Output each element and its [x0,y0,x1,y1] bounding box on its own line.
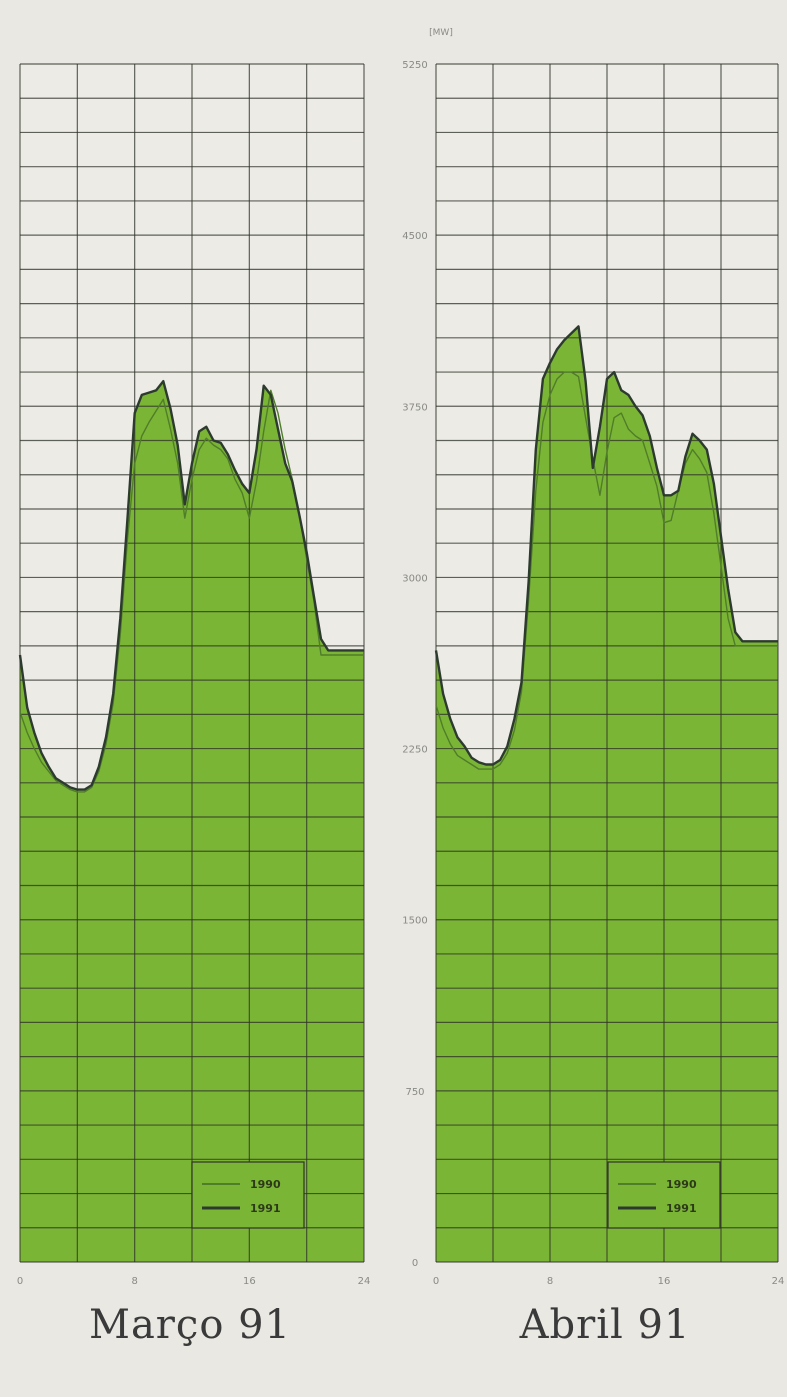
legend-label-1991: 1991 [666,1202,697,1215]
x-tick-label: 16 [243,1276,256,1287]
x-tick-label: 24 [772,1276,785,1287]
y-tick-label: 1500 [402,916,427,927]
y-axis-unit-label: [MW] [429,28,453,38]
y-tick-label: 3000 [402,573,427,584]
y-tick-label: 0 [412,1258,418,1269]
legend-box [191,1161,305,1229]
chart-title-marco: Março 91 [88,1302,292,1348]
series-line-1990 [435,371,778,770]
y-axis: 0 750 1500 2250 3000 3750 4500 5250 [402,60,427,1269]
y-tick-label: 750 [405,1087,424,1098]
chart-panel-abril: 1990 1991 0 8 16 24 [433,63,785,1287]
legend-box [607,1161,721,1229]
chart-panel-marco: 1990 1991 0 8 16 24 [17,63,371,1287]
series-line-1991 [18,380,364,791]
legend-label-1990: 1990 [666,1178,697,1191]
x-tick-label: 24 [358,1276,371,1287]
y-tick-label: 4500 [402,231,427,242]
x-tick-label: 8 [547,1276,553,1287]
series-line-1991 [434,325,778,766]
x-tick-label: 16 [658,1276,671,1287]
y-tick-label: 3750 [402,402,427,413]
x-tick-label: 0 [17,1276,23,1287]
legend-label-1990: 1990 [250,1178,281,1191]
chart-title-abril: Abril 91 [519,1302,691,1348]
x-tick-label: 0 [433,1276,439,1287]
legend-label-1991: 1991 [250,1202,281,1215]
y-tick-label: 2250 [402,745,427,756]
y-tick-label: 5250 [402,60,427,71]
x-tick-label: 8 [131,1276,137,1287]
